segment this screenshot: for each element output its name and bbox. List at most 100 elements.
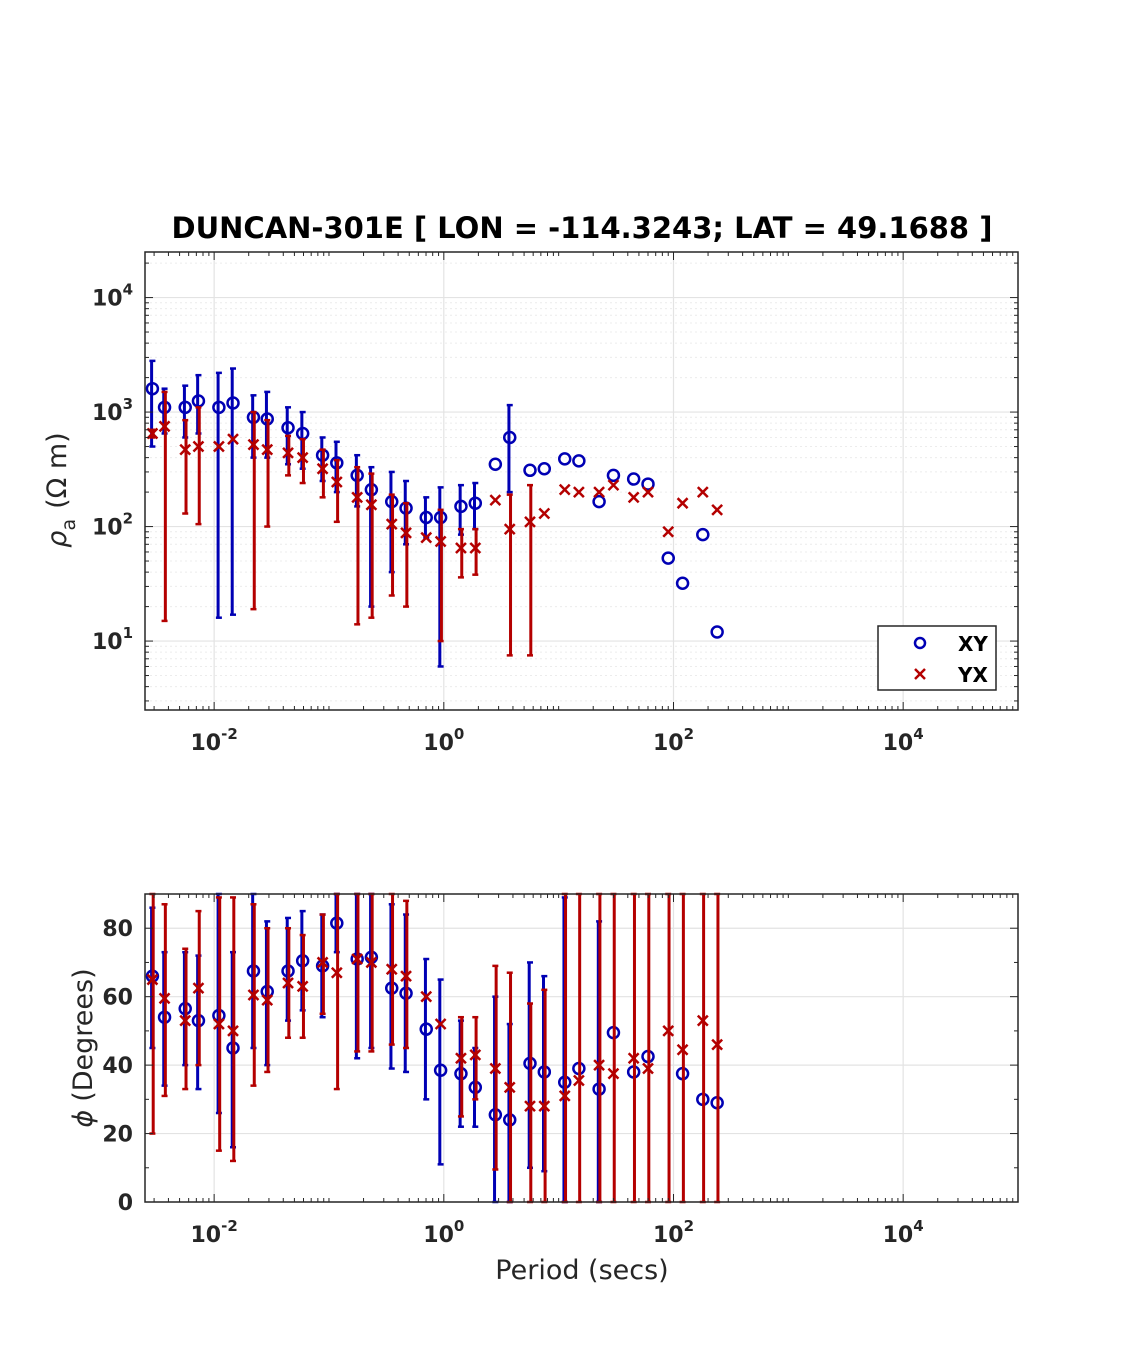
yx-point xyxy=(247,438,260,451)
yx-point xyxy=(469,1048,482,1061)
legend: XY YX xyxy=(877,625,997,691)
yx-point xyxy=(642,486,654,498)
yx-point xyxy=(572,1074,585,1087)
xy-point xyxy=(468,496,483,510)
x-tick-label: 10-2 xyxy=(190,725,237,756)
yx-point xyxy=(558,483,571,496)
yx-point xyxy=(696,486,709,498)
yx-point xyxy=(400,970,412,983)
yx-point xyxy=(420,990,433,1003)
xy-point xyxy=(419,510,433,525)
phase-y-axis-label: ϕ (Degrees) xyxy=(68,968,99,1127)
xy-point xyxy=(419,1022,433,1036)
yx-point xyxy=(146,427,159,440)
yx-point xyxy=(192,440,205,453)
yx-point xyxy=(711,1038,724,1051)
yx-point xyxy=(179,1014,192,1027)
xy-point xyxy=(572,454,586,468)
resistivity-axes-box xyxy=(144,251,1019,711)
x-tick-label: 100 xyxy=(423,725,464,756)
xy-point xyxy=(212,400,226,415)
legend-yx-marker xyxy=(914,668,926,680)
chart-title: DUNCAN-301E [ LON = -114.3243; LAT = 49.… xyxy=(172,211,993,245)
legend-yx-label: YX xyxy=(957,663,988,687)
xy-point xyxy=(661,551,675,565)
y-tick-label: 104 xyxy=(92,281,133,312)
xy-point xyxy=(557,452,572,466)
xy-point xyxy=(488,457,503,472)
series-xy xyxy=(145,892,724,1204)
yx-point xyxy=(627,1052,640,1065)
yx-point xyxy=(420,531,433,544)
x-tick-label: 102 xyxy=(653,1217,694,1248)
yx-point xyxy=(607,1067,620,1080)
yx-point xyxy=(676,1043,689,1056)
yx-point xyxy=(365,498,378,511)
yx-point xyxy=(696,1014,709,1027)
y-tick-label: 80 xyxy=(102,917,133,942)
phase-ticks: 10-2 100 102 104 0 20 40 60 80 xyxy=(102,893,1019,1248)
resistivity-plot-area xyxy=(145,252,1018,710)
x-tick-label: 100 xyxy=(423,1217,464,1248)
xy-point xyxy=(433,1063,448,1077)
yx-point xyxy=(227,1025,239,1037)
y-tick-label: 60 xyxy=(102,986,133,1011)
phase-panel: 10-2 100 102 104 0 20 40 60 80 ϕ (Degrees) Period… xyxy=(68,892,1019,1286)
yx-point xyxy=(503,523,516,535)
yx-point xyxy=(261,443,274,456)
y-tick-label: 40 xyxy=(102,1054,133,1079)
phase-axes-box xyxy=(144,893,1019,1203)
yx-point xyxy=(365,956,378,969)
xy-point xyxy=(178,400,192,415)
phase-data xyxy=(145,892,724,1204)
yx-point xyxy=(179,443,192,456)
series-yx xyxy=(146,892,724,1204)
yx-point xyxy=(469,542,482,554)
legend-xy-label: XY xyxy=(958,632,988,656)
yx-point xyxy=(676,497,689,510)
resistivity-y-axis-label: ρa (Ω m) xyxy=(42,432,80,547)
yx-point xyxy=(489,1062,502,1075)
yx-point xyxy=(455,1052,467,1065)
yx-point xyxy=(385,963,398,976)
xy-point xyxy=(606,468,621,483)
yx-point xyxy=(455,542,467,554)
y-tick-label: 20 xyxy=(102,1123,133,1148)
yx-point xyxy=(192,982,205,994)
yx-point xyxy=(351,953,364,965)
xy-point xyxy=(454,499,468,514)
yx-point xyxy=(662,1025,675,1037)
yx-point xyxy=(642,1062,654,1075)
x-axis-label: Period (secs) xyxy=(495,1255,668,1286)
rho-symbol: ρ xyxy=(42,531,73,548)
phase-unit: (Degrees) xyxy=(68,968,99,1101)
yx-point xyxy=(247,989,260,1001)
yx-point xyxy=(593,1059,605,1071)
y-tick-label: 101 xyxy=(92,624,133,655)
legend-xy-marker xyxy=(913,636,927,650)
yx-point xyxy=(400,527,412,539)
xy-point xyxy=(641,477,655,491)
yx-point xyxy=(351,491,364,504)
xy-point xyxy=(502,430,517,445)
yx-point xyxy=(330,966,343,979)
xy-point xyxy=(226,396,240,410)
xy-point xyxy=(537,461,552,476)
yx-point xyxy=(558,1090,571,1102)
yx-point xyxy=(316,462,329,475)
yx-point xyxy=(434,535,447,548)
y-tick-label: 102 xyxy=(92,510,133,541)
yx-point xyxy=(434,1018,447,1030)
yx-point xyxy=(489,494,502,507)
x-tick-label: 104 xyxy=(883,1217,924,1248)
yx-point xyxy=(503,1081,516,1094)
xy-point xyxy=(281,420,295,435)
yx-point xyxy=(282,977,294,989)
x-tick-label: 10-2 xyxy=(190,1217,237,1248)
xy-point xyxy=(592,494,606,509)
y-tick-label: 103 xyxy=(92,395,133,426)
xy-point xyxy=(626,472,641,486)
yx-point xyxy=(282,447,294,459)
phi-symbol: ϕ xyxy=(68,1110,99,1128)
